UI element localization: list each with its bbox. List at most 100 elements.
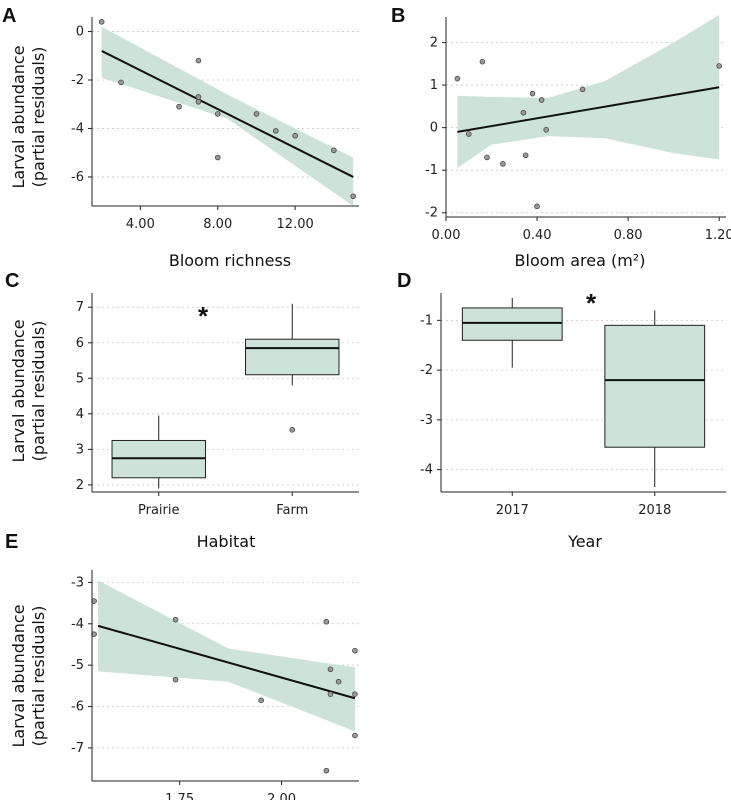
panel-a-confidence-band [101,26,354,207]
panel-d-box-2018 [604,310,706,488]
panel-a-data-point [292,132,298,139]
panel-e-x-tick-label: 2.00 [267,792,296,800]
panel-c-y-axis-label-line2: (partial residuals) [29,321,48,462]
panel-e-data-point [172,616,179,623]
panel-a-data-point [118,79,124,86]
panel-c-y-tick-label: 2 [76,478,84,493]
panel-d-box-2017 [461,297,563,368]
panel-e: E 1.75 2.00 -7 -6 -5 -4 -3 Larval abundance (… [5,531,359,800]
panel-c-outlier-point [289,427,296,433]
panel-a-y-axis-label-line2: (partial residuals) [29,47,48,188]
panel-a-x-tick-label: 4.00 [126,217,155,232]
panel-d-boxes [461,297,706,488]
panel-c-y-ticks: 2 3 4 5 6 7 [76,300,92,493]
panel-e-data-point [352,691,358,697]
panel-a-x-ticks: 4.00 8.00 12.00 [126,206,314,232]
panel-b-y-tick-label: -2 [425,206,438,221]
panel-a-y-tick-label: -4 [71,121,84,136]
panel-e-data-point [327,666,334,673]
panel-d-y-tick-label: -4 [420,463,433,478]
panel-e-y-tick-label: -6 [71,700,84,715]
panel-e-data-point [258,697,264,704]
panel-c-y-tick-label: 3 [76,442,84,457]
panel-b-data-point [520,109,527,116]
panel-a-data-point [195,99,202,105]
panel-e-points [91,598,358,774]
panel-d-y-tick-label: -3 [420,413,433,428]
panel-e-y-tick-label: -5 [71,658,84,673]
panel-c-category-label: Prairie [138,503,180,518]
panel-d-iqr-box [604,324,706,448]
panel-b-y-tick-label: 0 [430,121,438,136]
panel-e-x-tick-label: 1.75 [165,792,194,800]
panel-e-data-point [327,691,334,697]
panel-d-y-ticks: -4 -3 -2 -1 [420,313,441,478]
panel-d-y-tick-label: -1 [420,313,433,328]
panel-e-y-axis-label-line1: Larval abundance [9,604,28,747]
panel-d-y-tick-label: -2 [420,363,433,378]
panel-e-y-tick-label: -7 [71,741,84,756]
panel-e-data-point [352,647,358,654]
panel-a-y-tick-label: -2 [71,73,84,88]
panel-a-data-point [350,193,356,200]
panel-a-data-point [331,147,337,154]
panel-b-data-point [479,58,486,65]
panel-b-data-point [522,152,529,159]
panel-b-data-point [500,161,506,167]
panel-b-data-point [454,75,461,82]
panel-b-x-tick-label: 0.40 [523,228,552,243]
panel-d-category-label: 2017 [496,503,529,518]
panel-e-confidence-band [98,580,355,732]
panel-c-category-label: Farm [276,503,308,518]
panel-b-data-point [538,97,545,103]
panel-c-iqr-box [245,338,340,376]
panel-b-data-point [529,90,536,97]
panel-a-data-point [195,94,202,100]
panel-a-data-point [214,154,221,161]
panel-b-data-point [716,63,722,69]
panel-d-iqr-box [461,307,563,341]
panel-a-y-tick-label: 0 [76,25,84,40]
panel-b-y-tick-label: -1 [425,163,438,178]
panel-c-y-tick-label: 4 [76,407,84,422]
panel-b-points [454,58,722,210]
panel-a-data-point [176,103,182,110]
panel-a-data-point [195,57,202,64]
panel-d-category-label: 2018 [638,503,671,518]
panel-b-y-ticks: -2 -1 0 1 2 [425,36,446,221]
panel-d: D 2017 2018 -4 -3 -2 -1 * Year [397,270,726,551]
panel-a: A 4.00 8.00 12.00 -6 -4 -2 0 Bloom richness L… [2,5,359,270]
panel-d-x-ticks: 2017 2018 [496,492,671,518]
panel-b-data-point [543,126,549,133]
panel-a-data-point [253,111,260,117]
panel-b-data-point [579,86,586,93]
panel-c-x-axis-label: Habitat [197,532,256,551]
panel-a-y-axis-label-line1: Larval abundance [9,45,28,188]
panel-c-y-axis-label-line1: Larval abundance [9,319,28,462]
panel-c-box-farm [245,303,340,433]
panel-d-x-axis-label: Year [567,532,602,551]
panel-c-x-ticks: Prairie Farm [138,492,308,518]
panel-b-data-point [484,154,490,161]
panel-a-data-point [214,111,221,117]
panel-c-box-prairie [111,415,206,489]
panel-b-fit-line [457,86,720,133]
panel-e-data-point [335,678,342,685]
panel-b-data-point [534,203,540,210]
panel-b: B 0.00 0.40 0.80 1.20 -2 -1 0 1 2 Bloom area (m… [391,5,731,270]
panel-a-data-point [98,19,105,25]
panel-e-data-point [352,732,358,739]
panel-a-y-ticks: -6 -4 -2 0 [71,25,92,185]
panel-c: C Prairie Farm 2 3 4 5 6 7 * Habitat Larval ab… [5,270,359,551]
panel-b-x-tick-label: 0.00 [432,228,461,243]
panel-e-fit-line [97,624,356,700]
panel-e-y-axis-label-line2: (partial residuals) [29,606,48,747]
panel-e-data-point [172,676,179,683]
panel-letter-a: A [2,5,16,27]
panel-e-x-ticks: 1.75 2.00 [165,781,296,800]
panel-c-y-tick-label: 6 [76,336,84,351]
panel-b-x-ticks: 0.00 0.40 0.80 1.20 [432,217,731,243]
panel-b-x-tick-label: 1.20 [705,228,731,243]
panel-a-data-point [273,128,279,134]
